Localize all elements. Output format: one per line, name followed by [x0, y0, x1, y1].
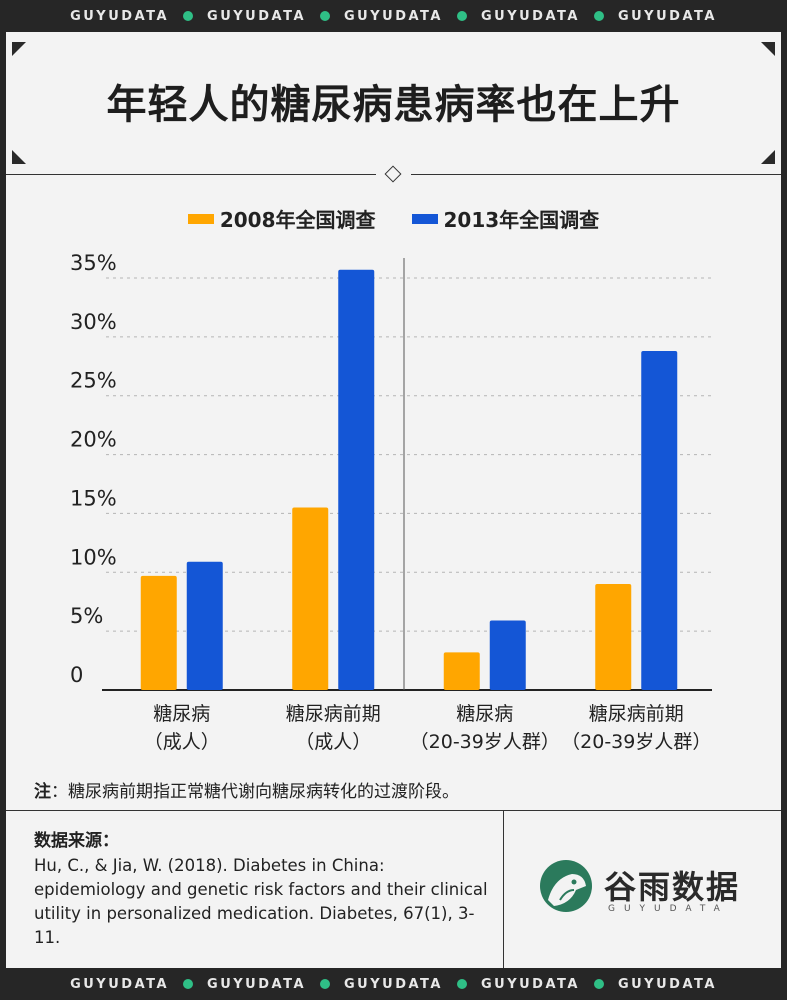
brand-dot: [456, 979, 467, 989]
legend-swatch-2008: [187, 213, 214, 224]
brand-word: GUYUDATA: [617, 976, 717, 992]
infographic-card: 年轻人的糖尿病患病率也在上升 2008年全国调查 2013年全国调查 0 5% 10…: [6, 32, 781, 968]
y-tick-label: 25%: [70, 369, 117, 393]
page-title: 年轻人的糖尿病患病率也在上升: [106, 82, 681, 128]
x-category-label: （20-39岁人群）: [410, 731, 560, 753]
bar: [489, 620, 526, 690]
bird-logo-icon: [540, 860, 592, 912]
corner-mark: [12, 150, 26, 164]
x-category-label: （20-39岁人群）: [561, 731, 711, 753]
x-category-label: （成人）: [144, 731, 220, 753]
legend-item-2013: 2013年全国调查: [411, 204, 600, 233]
bar: [595, 584, 632, 690]
brand-logo: 谷雨数据 GUYUDATA: [540, 860, 770, 922]
footnote: 注：糖尿病前期指正常糖代谢向糖尿病转化的过渡阶段。: [34, 777, 459, 802]
footnote-text: ：糖尿病前期指正常糖代谢向糖尿病转化的过渡阶段。: [51, 782, 459, 802]
y-tick-label: 35%: [70, 251, 117, 275]
brand-word: GUYUDATA: [70, 8, 170, 24]
brand-dot: [320, 11, 331, 21]
y-tick-label: 30%: [70, 310, 117, 334]
brand-dot: [183, 979, 194, 989]
bar-chart: 0 5% 10% 15% 20% 25% 30% 35% 糖尿病 （成人） 糖尿病前期 （成人） 糖尿病…: [70, 251, 712, 753]
bar: [443, 652, 480, 690]
bar: [186, 561, 223, 690]
legend-label-2013: 2013年全国调查: [443, 208, 600, 232]
brand-dot: [456, 11, 467, 21]
brand-word: GUYUDATA: [617, 8, 717, 24]
brand-dot: [320, 979, 331, 989]
brand-word: GUYUDATA: [344, 8, 443, 24]
x-category-label: （成人）: [295, 731, 371, 753]
y-tick-label: 15%: [70, 486, 117, 510]
brand-word: GUYUDATA: [344, 976, 443, 992]
corner-mark: [761, 150, 775, 164]
y-tick-label: 20%: [70, 428, 117, 452]
legend-label-2008: 2008年全国调查: [219, 208, 376, 232]
source-rule: [6, 810, 781, 811]
brand-dot: [593, 11, 604, 21]
brand-dot: [183, 11, 194, 21]
chart-legend: 2008年全国调查 2013年全国调查: [6, 204, 781, 233]
bar: [292, 507, 329, 690]
y-tick-label: 5%: [70, 604, 103, 628]
x-category-label: 糖尿病前期: [589, 703, 684, 725]
source-text: Hu, C., & Jia, W. (2018). Diabetes in Ch…: [34, 856, 488, 947]
title-rule: [411, 174, 781, 175]
y-tick-label: 10%: [70, 545, 117, 569]
corner-mark: [12, 42, 26, 56]
x-category-label: 糖尿病: [456, 703, 513, 725]
footnote-label: 注: [34, 782, 51, 802]
logo-name: 谷雨数据: [604, 868, 741, 906]
legend-item-2008: 2008年全国调查: [187, 204, 376, 233]
bar: [140, 575, 177, 690]
x-category-label: 糖尿病: [153, 703, 210, 725]
logo-subtitle: GUYUDATA: [608, 904, 729, 914]
source-heading: 数据来源：: [34, 831, 119, 851]
bar: [338, 269, 375, 690]
source-divider: [503, 810, 504, 968]
brand-word: GUYUDATA: [207, 8, 307, 24]
brand-strip-top: GUYUDATA GUYUDATA GUYUDATA GUYUDATA GUYU…: [0, 0, 787, 32]
brand-word: GUYUDATA: [480, 8, 580, 24]
x-category-label: 糖尿病前期: [286, 703, 381, 725]
brand-strip-bottom: GUYUDATA GUYUDATA GUYUDATA GUYUDATA GUYU…: [0, 968, 787, 1000]
y-tick-label: 0: [70, 663, 83, 687]
brand-word: GUYUDATA: [480, 976, 580, 992]
brand-word: GUYUDATA: [207, 976, 307, 992]
corner-mark: [761, 42, 775, 56]
title-rule: [6, 174, 376, 175]
brand-word: GUYUDATA: [70, 976, 170, 992]
legend-swatch-2013: [411, 213, 438, 224]
brand-dot: [593, 979, 604, 989]
bar: [641, 350, 678, 690]
